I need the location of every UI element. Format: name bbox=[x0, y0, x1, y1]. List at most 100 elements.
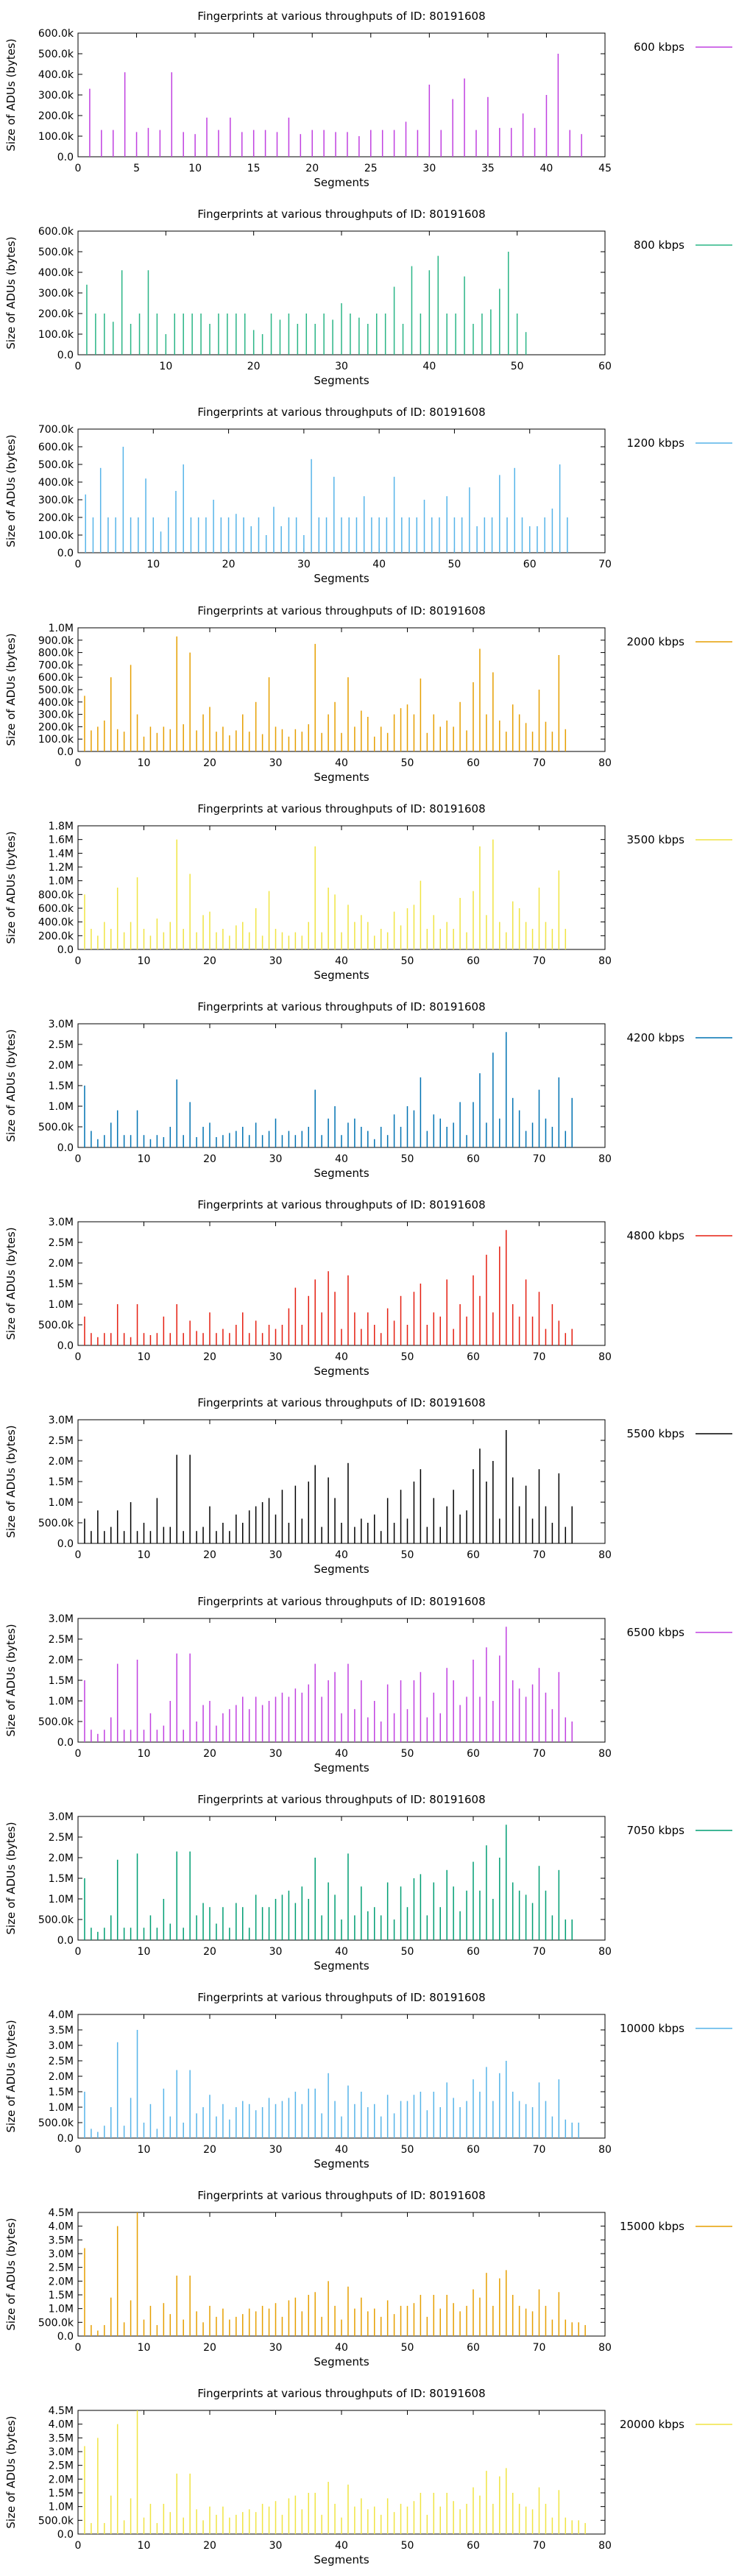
chart-title: Fingerprints at various throughputs of I… bbox=[197, 1396, 485, 1409]
x-tick-label: 0 bbox=[75, 2540, 82, 2552]
x-tick-label: 80 bbox=[598, 757, 612, 769]
x-tick-label: 60 bbox=[467, 1946, 480, 1958]
y-tick-label: 2.5M bbox=[49, 1634, 74, 1646]
y-tick-label: 1.5M bbox=[49, 2488, 74, 2499]
x-tick-label: 60 bbox=[467, 2540, 480, 2552]
y-axis-label: Size of ADUs (bytes) bbox=[4, 237, 18, 350]
y-tick-label: 3.0M bbox=[49, 1217, 74, 1228]
y-tick-label: 600.0k bbox=[38, 442, 74, 453]
x-tick-label: 40 bbox=[335, 1549, 348, 1561]
x-tick-label: 30 bbox=[269, 1351, 283, 1363]
y-tick-label: 2.5M bbox=[49, 1237, 74, 1249]
chart-title: Fingerprints at various throughputs of I… bbox=[197, 604, 485, 618]
x-tick-label: 10 bbox=[138, 2144, 151, 2156]
x-tick-label: 30 bbox=[269, 1946, 283, 1958]
x-tick-label: 50 bbox=[401, 1946, 414, 1958]
x-axis-label: Segments bbox=[314, 771, 369, 784]
y-tick-label: 2.0M bbox=[49, 1060, 74, 1072]
x-axis-label: Segments bbox=[314, 2157, 369, 2170]
x-tick-label: 30 bbox=[269, 1153, 283, 1165]
plot-frame bbox=[77, 32, 606, 158]
y-tick-label: 1.0M bbox=[49, 1497, 74, 1509]
x-tick-label: 40 bbox=[335, 1351, 348, 1363]
y-tick-label: 3.0M bbox=[49, 1415, 74, 1426]
y-tick-label: 0.0 bbox=[57, 548, 74, 559]
x-tick-label: 0 bbox=[75, 955, 82, 967]
y-tick-label: 800.0k bbox=[38, 889, 74, 901]
x-axis-label: Segments bbox=[314, 572, 369, 585]
y-tick-label: 0.0 bbox=[57, 2133, 74, 2145]
x-tick-label: 45 bbox=[598, 163, 612, 174]
y-tick-label: 1.5M bbox=[49, 1476, 74, 1488]
x-tick-label: 80 bbox=[598, 955, 612, 967]
y-tick-label: 1.0M bbox=[49, 2304, 74, 2315]
y-tick-label: 2.0M bbox=[49, 2474, 74, 2486]
x-tick-label: 80 bbox=[598, 2540, 612, 2552]
x-tick-label: 10 bbox=[146, 559, 160, 570]
x-tick-label: 0 bbox=[75, 163, 82, 174]
x-axis-label: Segments bbox=[314, 969, 369, 982]
chart-title: Fingerprints at various throughputs of I… bbox=[197, 802, 485, 815]
legend-label: 20000 kbps bbox=[620, 2418, 684, 2431]
x-tick-label: 60 bbox=[467, 1549, 480, 1561]
y-tick-label: 0.0 bbox=[57, 1935, 74, 1947]
x-tick-label: 15 bbox=[247, 163, 261, 174]
x-tick-label: 80 bbox=[598, 1748, 612, 1760]
x-tick-label: 10 bbox=[138, 2342, 151, 2354]
y-axis-label: Size of ADUs (bytes) bbox=[4, 1624, 18, 1736]
x-tick-label: 50 bbox=[401, 955, 414, 967]
x-tick-label: 40 bbox=[335, 2342, 348, 2354]
y-tick-label: 2.5M bbox=[49, 1435, 74, 1447]
y-tick-label: 400.0k bbox=[38, 69, 74, 81]
x-tick-label: 0 bbox=[75, 2144, 82, 2156]
y-tick-label: 500.0k bbox=[38, 49, 74, 60]
x-tick-label: 20 bbox=[305, 163, 319, 174]
y-tick-label: 1.4M bbox=[49, 848, 74, 860]
y-tick-label: 1.0M bbox=[49, 623, 74, 634]
chart-panel: Fingerprints at various throughputs of I… bbox=[4, 1396, 732, 1576]
y-tick-label: 1.0M bbox=[49, 1299, 74, 1311]
x-tick-label: 25 bbox=[364, 163, 378, 174]
x-tick-label: 20 bbox=[203, 1549, 216, 1561]
y-tick-label: 1.0M bbox=[49, 1101, 74, 1113]
y-tick-label: 2.0M bbox=[49, 1456, 74, 1468]
y-tick-label: 0.0 bbox=[57, 1142, 74, 1154]
x-tick-label: 20 bbox=[203, 1153, 216, 1165]
x-tick-label: 20 bbox=[203, 2342, 216, 2354]
x-axis-label: Segments bbox=[314, 2355, 369, 2368]
x-tick-label: 60 bbox=[523, 559, 537, 570]
y-tick-label: 500.0k bbox=[38, 2117, 74, 2129]
y-tick-label: 3.0M bbox=[49, 1019, 74, 1030]
x-tick-label: 10 bbox=[138, 1549, 151, 1561]
x-tick-label: 50 bbox=[401, 1351, 414, 1363]
y-tick-label: 2.0M bbox=[49, 2071, 74, 2083]
y-tick-label: 1.5M bbox=[49, 1080, 74, 1092]
y-tick-label: 100.0k bbox=[38, 530, 74, 542]
y-axis-label: Size of ADUs (bytes) bbox=[4, 1822, 18, 1934]
y-tick-label: 0.0 bbox=[57, 944, 74, 956]
x-tick-label: 30 bbox=[269, 2144, 283, 2156]
y-axis-label: Size of ADUs (bytes) bbox=[4, 831, 18, 944]
x-axis-label: Segments bbox=[314, 374, 369, 387]
x-tick-label: 80 bbox=[598, 1153, 612, 1165]
y-tick-label: 0.0 bbox=[57, 2331, 74, 2343]
chart-panel: Fingerprints at various throughputs of I… bbox=[4, 1991, 732, 2170]
x-tick-label: 35 bbox=[481, 163, 495, 174]
x-tick-label: 5 bbox=[133, 163, 140, 174]
y-tick-label: 1.6M bbox=[49, 834, 74, 846]
x-tick-label: 50 bbox=[401, 1549, 414, 1561]
y-tick-label: 500.0k bbox=[38, 1518, 74, 1529]
x-tick-label: 10 bbox=[138, 2540, 151, 2552]
y-tick-label: 2.5M bbox=[49, 1039, 74, 1051]
y-tick-label: 4.5M bbox=[49, 2207, 74, 2219]
x-tick-label: 70 bbox=[533, 2144, 546, 2156]
plot-frame bbox=[77, 1023, 606, 1148]
y-tick-label: 1.0M bbox=[49, 2102, 74, 2114]
y-tick-label: 3.5M bbox=[49, 2235, 74, 2247]
y-tick-label: 500.0k bbox=[38, 2516, 74, 2527]
y-tick-label: 1.5M bbox=[49, 1873, 74, 1885]
x-tick-label: 50 bbox=[401, 757, 414, 769]
x-tick-label: 70 bbox=[533, 1351, 546, 1363]
x-tick-label: 0 bbox=[75, 1549, 82, 1561]
y-tick-label: 3.0M bbox=[49, 2446, 74, 2458]
